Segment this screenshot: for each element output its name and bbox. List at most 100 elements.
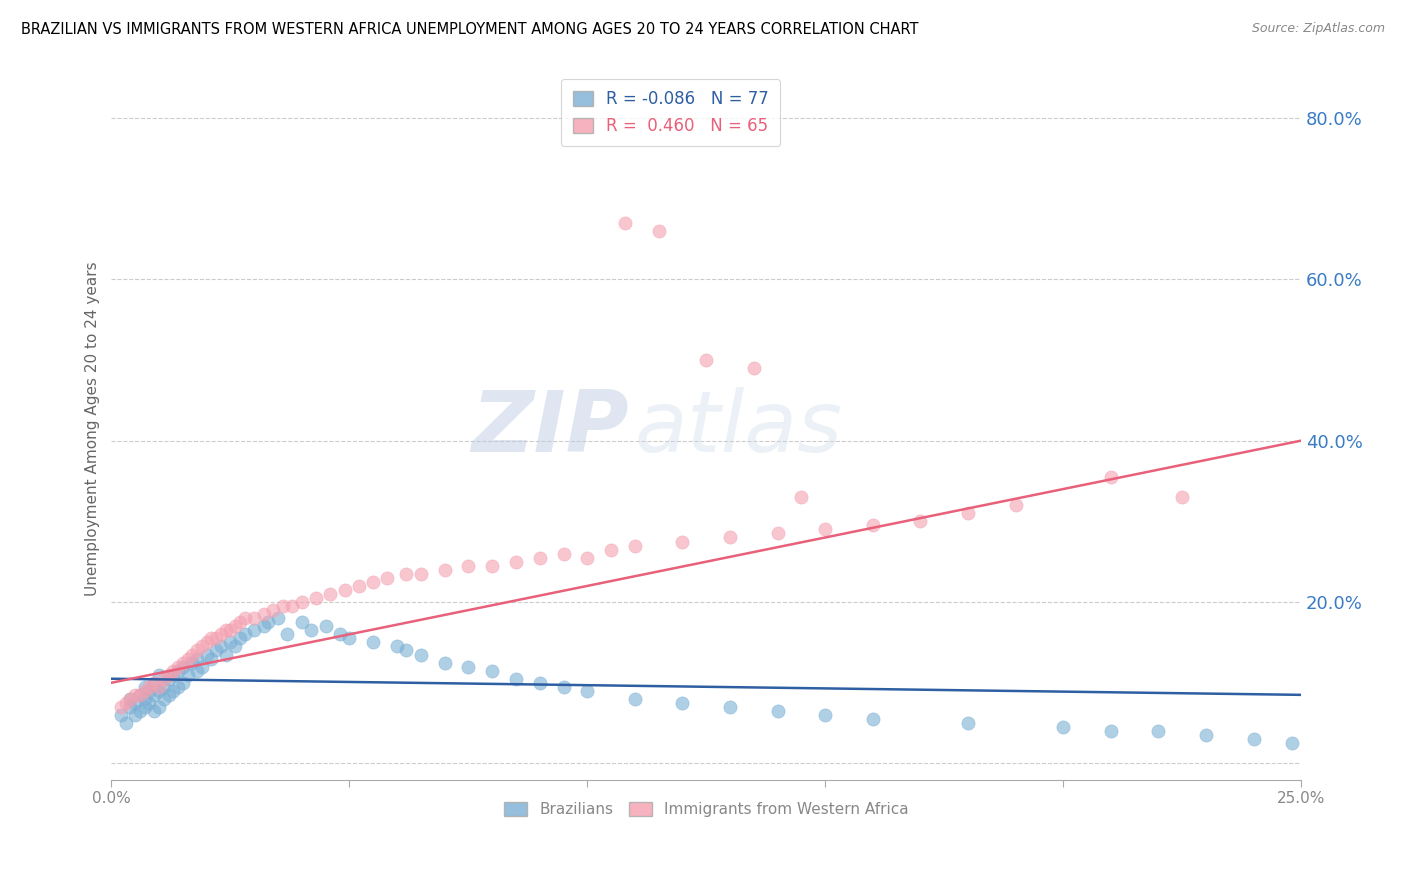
Point <box>1052 720 1074 734</box>
Point <box>790 490 813 504</box>
Point <box>614 216 637 230</box>
Point <box>291 595 314 609</box>
Point <box>143 675 166 690</box>
Point <box>576 550 599 565</box>
Point <box>157 688 180 702</box>
Point <box>195 635 218 649</box>
Point <box>766 704 789 718</box>
Point <box>186 643 208 657</box>
Point <box>143 675 166 690</box>
Point <box>718 531 741 545</box>
Point <box>253 619 276 633</box>
Point <box>152 672 174 686</box>
Point <box>157 672 180 686</box>
Point <box>229 615 252 630</box>
Point <box>186 651 208 665</box>
Point <box>257 615 280 630</box>
Point <box>291 615 314 630</box>
Point <box>315 619 337 633</box>
Point <box>186 664 208 678</box>
Point <box>138 696 160 710</box>
Point <box>718 700 741 714</box>
Point <box>134 692 156 706</box>
Point <box>124 708 146 723</box>
Point <box>157 667 180 681</box>
Point <box>647 224 669 238</box>
Point <box>233 627 256 641</box>
Point <box>299 624 322 638</box>
Point <box>862 518 884 533</box>
Point <box>200 632 222 646</box>
Point <box>148 680 170 694</box>
Point <box>1195 728 1218 742</box>
Point <box>1243 732 1265 747</box>
Point <box>167 659 190 673</box>
Point <box>191 640 214 654</box>
Point <box>695 352 717 367</box>
Point <box>224 619 246 633</box>
Point <box>243 611 266 625</box>
Text: atlas: atlas <box>636 387 842 470</box>
Point <box>1099 470 1122 484</box>
Point <box>395 643 418 657</box>
Point <box>956 716 979 731</box>
Point <box>138 680 160 694</box>
Point <box>956 506 979 520</box>
Point <box>1147 724 1170 739</box>
Point <box>114 716 136 731</box>
Point <box>361 574 384 589</box>
Point <box>814 708 837 723</box>
Point <box>172 659 194 673</box>
Point <box>457 659 479 673</box>
Point <box>361 635 384 649</box>
Point <box>148 700 170 714</box>
Point <box>1004 498 1026 512</box>
Point <box>120 692 142 706</box>
Point <box>205 632 228 646</box>
Text: ZIP: ZIP <box>471 387 628 470</box>
Point <box>152 680 174 694</box>
Point <box>114 696 136 710</box>
Legend: Brazilians, Immigrants from Western Africa: Brazilians, Immigrants from Western Afri… <box>496 794 915 824</box>
Point <box>172 675 194 690</box>
Point <box>134 683 156 698</box>
Point <box>205 643 228 657</box>
Point <box>576 683 599 698</box>
Point <box>143 688 166 702</box>
Point <box>319 587 342 601</box>
Point <box>742 361 765 376</box>
Point <box>814 523 837 537</box>
Point <box>120 692 142 706</box>
Point <box>862 712 884 726</box>
Point <box>671 696 693 710</box>
Point <box>529 550 551 565</box>
Point <box>505 555 527 569</box>
Point <box>1171 490 1194 504</box>
Point <box>219 624 242 638</box>
Point <box>134 700 156 714</box>
Point <box>481 558 503 573</box>
Point <box>624 539 647 553</box>
Point <box>134 680 156 694</box>
Point <box>138 683 160 698</box>
Point <box>172 656 194 670</box>
Point <box>209 640 232 654</box>
Point <box>209 627 232 641</box>
Point <box>433 656 456 670</box>
Point <box>433 563 456 577</box>
Point <box>1281 736 1303 750</box>
Point <box>167 680 190 694</box>
Text: BRAZILIAN VS IMMIGRANTS FROM WESTERN AFRICA UNEMPLOYMENT AMONG AGES 20 TO 24 YEA: BRAZILIAN VS IMMIGRANTS FROM WESTERN AFR… <box>21 22 918 37</box>
Point <box>1099 724 1122 739</box>
Point <box>305 591 328 605</box>
Point <box>671 534 693 549</box>
Point <box>176 667 198 681</box>
Point <box>243 624 266 638</box>
Point <box>624 692 647 706</box>
Point <box>162 683 184 698</box>
Point <box>281 599 304 613</box>
Point <box>214 648 236 662</box>
Point <box>271 599 294 613</box>
Point <box>162 664 184 678</box>
Point <box>143 704 166 718</box>
